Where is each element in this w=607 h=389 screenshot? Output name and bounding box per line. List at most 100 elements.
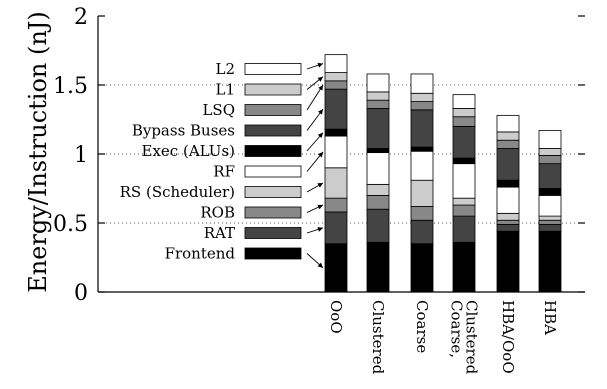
y-tick-label: 2 (74, 5, 88, 30)
bar-stack (410, 73, 434, 293)
y-axis-label: Energy/Instruction (nJ) (24, 11, 52, 293)
bar-segment (324, 88, 348, 130)
bar-segment (324, 128, 348, 137)
bar-segment (366, 108, 390, 149)
bar-segment (410, 73, 434, 94)
x-category-label: Clustered (369, 300, 387, 375)
legend-swatch (244, 206, 302, 219)
bar-segment (410, 150, 434, 181)
legend-arrowhead (317, 182, 323, 188)
bar-segment (452, 157, 476, 165)
bar-stack (324, 54, 348, 293)
bar-segment (366, 208, 390, 243)
bar-segment (496, 139, 520, 149)
bar-segment (324, 167, 348, 199)
legend-label: LSQ (202, 101, 235, 119)
legend-arrowhead (317, 132, 323, 139)
bar-segment (538, 130, 562, 149)
bar-segment (324, 72, 348, 82)
bar-segment (366, 183, 390, 196)
legend: L2 L1 LSQ Bypass Buses Exec (ALUs) RF RS (Sche… (120, 60, 302, 263)
bar-segment (452, 108, 476, 118)
legend-label: RS (Scheduler) (120, 183, 235, 201)
bar-segment (410, 179, 434, 207)
legend-swatch (244, 227, 302, 239)
bar-segment (452, 241, 476, 293)
x-category-labels: OoO Clustered Coarse Coarse,Clustered HBA/Oo… (327, 300, 559, 375)
legend-label: Exec (ALUs) (142, 142, 235, 160)
legend-label: L1 (215, 81, 235, 99)
bar-segment (410, 243, 434, 293)
bar-segment (366, 241, 390, 293)
bar-segment (366, 91, 390, 101)
bar-segment (324, 135, 348, 169)
bar-segment (538, 215, 562, 221)
bar-stack (366, 73, 390, 293)
bar-segment (324, 54, 348, 73)
bar-segment (410, 92, 434, 102)
bar-segment (496, 131, 520, 141)
legend-arrows (306, 62, 324, 269)
legend-swatch (244, 83, 302, 96)
y-tick-label: 1 (74, 143, 88, 168)
legend-arrowhead (317, 62, 323, 68)
bar-segment (410, 146, 434, 152)
bar-segment (366, 194, 390, 210)
bar-segment (452, 116, 476, 127)
bar-segment (452, 197, 476, 206)
bar-segment (538, 194, 562, 217)
legend-swatch (244, 124, 302, 137)
x-category-label: Coarse, (448, 300, 466, 358)
bar-segment (410, 219, 434, 245)
y-tick-label: 0.5 (53, 212, 88, 237)
x-category-label: Coarse (413, 300, 431, 353)
y-tick-label: 0 (74, 281, 88, 306)
legend-label: Bypass Buses (132, 122, 235, 140)
bar-segment (324, 243, 348, 293)
bar-segment (496, 179, 520, 188)
bar-segment (410, 101, 434, 111)
legend-swatch (244, 104, 302, 116)
bar-segment (452, 94, 476, 109)
bar-segment (538, 230, 562, 293)
bar-segment (452, 204, 476, 217)
bar-segment (496, 186, 520, 214)
bar-segment (452, 215, 476, 243)
legend-arrowhead (318, 85, 323, 91)
stacked-bars (324, 54, 562, 293)
bar-stack (538, 130, 562, 293)
legend-arrowhead (317, 204, 323, 210)
legend-arrowhead (317, 76, 323, 82)
legend-arrowhead (318, 109, 323, 115)
bar-segment (410, 109, 434, 148)
bar-segment (538, 148, 562, 156)
y-ticks: 0 0.5 1 1.5 2 (53, 5, 585, 306)
bar-segment (452, 126, 476, 159)
legend-label: RAT (204, 224, 235, 242)
bar-stack (452, 94, 476, 293)
x-category-label: HBA (541, 300, 559, 335)
bar-segment (538, 223, 562, 232)
x-category-label: HBA/OoO (499, 300, 517, 374)
legend-arrowhead (317, 262, 323, 268)
bar-segment (496, 148, 520, 181)
bar-segment (452, 163, 476, 199)
bar-segment (496, 223, 520, 232)
bar-segment (410, 206, 434, 221)
bar-segment (538, 188, 562, 196)
bar-segment (324, 197, 348, 213)
legend-label: ROB (200, 204, 235, 222)
legend-swatch (244, 63, 302, 75)
bar-segment (496, 219, 520, 225)
y-tick-label: 1.5 (53, 74, 88, 99)
x-category-label: Clustered (463, 300, 481, 375)
bar-segment (366, 73, 390, 93)
legend-arrowhead (317, 151, 323, 158)
bar-segment (366, 152, 390, 185)
legend-swatch (244, 165, 302, 178)
bar-segment (496, 212, 520, 221)
legend-label: RF (213, 163, 235, 181)
legend-swatch (244, 247, 302, 260)
bar-stack (496, 114, 520, 293)
